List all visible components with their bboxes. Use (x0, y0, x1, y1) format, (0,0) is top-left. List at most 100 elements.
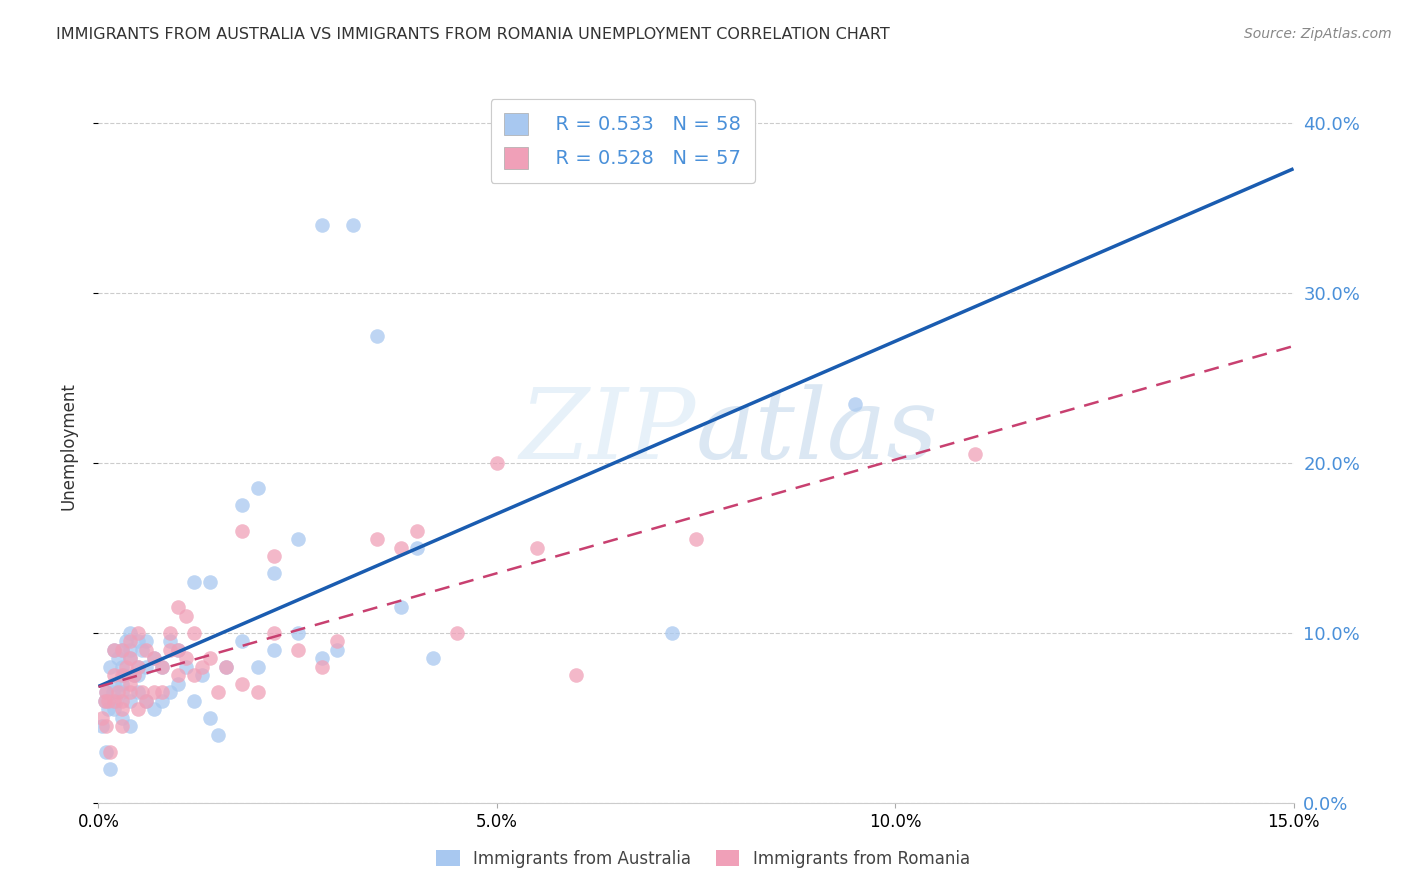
Point (231, 634, 253, 648)
Text: ZIP: ZIP (520, 384, 696, 479)
Point (207, 685, 229, 699)
Point (120, 651, 142, 665)
Point (207, 728, 229, 742)
Point (98, 745, 122, 759)
Point (446, 626, 468, 640)
Point (103, 643, 125, 657)
Point (103, 677, 125, 691)
Point (124, 668, 146, 682)
Point (685, 533, 707, 547)
Text: Source: ZipAtlas.com: Source: ZipAtlas.com (1244, 27, 1392, 41)
Point (263, 566, 285, 581)
Point (96, 685, 118, 699)
Point (150, 685, 173, 699)
Point (389, 600, 412, 615)
Point (120, 694, 142, 708)
Point (231, 524, 253, 538)
Point (263, 643, 285, 657)
Point (326, 634, 349, 648)
Point (150, 660, 173, 674)
Point (174, 608, 197, 623)
Point (183, 668, 205, 682)
Point (963, 448, 986, 462)
Point (167, 643, 190, 657)
Point (159, 626, 181, 640)
Point (115, 660, 138, 674)
Point (661, 626, 683, 640)
Point (120, 685, 142, 699)
Point (198, 711, 221, 725)
Point (311, 651, 333, 665)
Point (198, 651, 221, 665)
Point (183, 574, 205, 589)
Text: IMMIGRANTS FROM AUSTRALIA VS IMMIGRANTS FROM ROMANIA UNEMPLOYMENT CORRELATION CH: IMMIGRANTS FROM AUSTRALIA VS IMMIGRANTS … (56, 27, 890, 42)
Point (422, 651, 444, 665)
Point (326, 643, 349, 657)
Point (167, 600, 190, 615)
Point (131, 685, 153, 699)
Point (98, 660, 122, 674)
Point (246, 685, 269, 699)
Point (107, 685, 129, 699)
Point (183, 626, 205, 640)
Point (150, 694, 173, 708)
Point (198, 574, 221, 589)
Point (215, 660, 238, 674)
Legend: Immigrants from Australia, Immigrants from Romania: Immigrants from Australia, Immigrants fr… (430, 844, 976, 875)
Point (111, 719, 134, 733)
Point (127, 660, 149, 674)
Point (174, 660, 197, 674)
Point (159, 634, 181, 648)
Point (143, 685, 166, 699)
Point (135, 643, 157, 657)
Point (263, 549, 285, 564)
Point (111, 702, 134, 716)
Point (135, 634, 157, 648)
Point (112, 668, 135, 682)
Point (101, 685, 124, 699)
Point (127, 626, 149, 640)
Point (565, 668, 588, 682)
Point (103, 694, 125, 708)
Point (127, 702, 149, 716)
Point (215, 660, 238, 674)
Point (191, 660, 214, 674)
Point (246, 482, 269, 496)
Point (97, 694, 120, 708)
Point (167, 668, 190, 682)
Point (143, 651, 166, 665)
Point (406, 541, 429, 555)
Point (526, 541, 548, 555)
Point (143, 702, 166, 716)
Point (96, 745, 118, 759)
Point (120, 626, 142, 640)
Point (406, 524, 429, 538)
Point (127, 660, 149, 674)
Point (366, 328, 388, 343)
Point (131, 643, 153, 657)
Point (127, 685, 149, 699)
Point (342, 218, 364, 232)
Point (104, 694, 127, 708)
Point (174, 651, 197, 665)
Point (103, 643, 125, 657)
Point (91, 711, 114, 725)
Point (96, 685, 118, 699)
Point (135, 694, 157, 708)
Point (120, 719, 142, 733)
Point (389, 541, 412, 555)
Point (159, 643, 181, 657)
Point (96, 719, 118, 733)
Point (103, 668, 125, 682)
Point (183, 694, 205, 708)
Point (167, 643, 190, 657)
Point (120, 643, 142, 657)
Point (120, 651, 142, 665)
Point (120, 634, 142, 648)
Point (98, 762, 122, 776)
Point (231, 677, 253, 691)
Point (366, 533, 388, 547)
Point (159, 685, 181, 699)
Point (287, 643, 309, 657)
Point (127, 634, 149, 648)
